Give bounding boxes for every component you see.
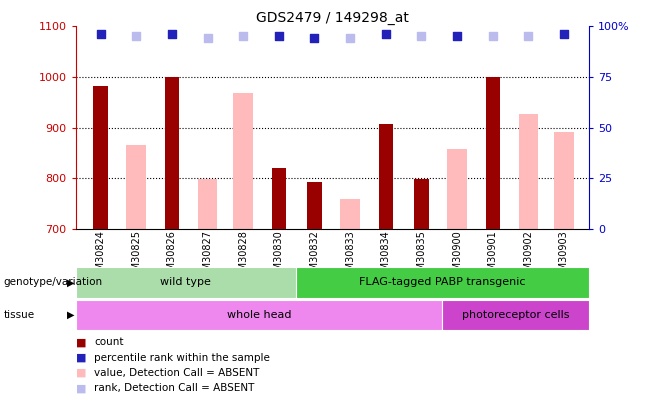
Point: [380, 31, 391, 38]
Text: FLAG-tagged PABP transgenic: FLAG-tagged PABP transgenic: [359, 277, 526, 288]
Point: [131, 33, 141, 40]
Text: whole head: whole head: [227, 310, 291, 320]
Bar: [554, 132, 574, 229]
Bar: [198, 179, 217, 229]
Bar: [295, 267, 589, 298]
Point: [452, 33, 463, 40]
Point: [202, 35, 213, 42]
Point: [523, 33, 534, 40]
Bar: [76, 300, 442, 330]
Bar: [76, 267, 295, 298]
Text: genotype/variation: genotype/variation: [3, 277, 103, 288]
Bar: [93, 85, 108, 229]
Text: tissue: tissue: [3, 310, 34, 320]
Point: [488, 33, 498, 40]
Text: ▶: ▶: [67, 310, 75, 320]
Text: ■: ■: [76, 337, 86, 347]
Bar: [164, 77, 179, 229]
Bar: [519, 115, 538, 229]
Point: [166, 31, 177, 38]
Bar: [378, 124, 393, 229]
Point: [345, 35, 355, 42]
Point: [416, 33, 426, 40]
Point: [238, 33, 249, 40]
Text: wild type: wild type: [160, 277, 211, 288]
Bar: [234, 93, 253, 229]
Bar: [126, 145, 146, 229]
Bar: [415, 179, 428, 229]
Bar: [272, 168, 286, 229]
Point: [95, 31, 106, 38]
Text: rank, Detection Call = ABSENT: rank, Detection Call = ABSENT: [94, 384, 255, 393]
Bar: [447, 149, 467, 229]
Text: count: count: [94, 337, 124, 347]
Point: [559, 31, 569, 38]
Text: ■: ■: [76, 353, 86, 362]
Text: ▶: ▶: [67, 277, 75, 288]
Point: [309, 35, 320, 42]
Bar: [442, 300, 589, 330]
Text: value, Detection Call = ABSENT: value, Detection Call = ABSENT: [94, 368, 259, 378]
Text: ■: ■: [76, 368, 86, 378]
Bar: [486, 77, 500, 229]
Text: percentile rank within the sample: percentile rank within the sample: [94, 353, 270, 362]
Title: GDS2479 / 149298_at: GDS2479 / 149298_at: [256, 11, 409, 25]
Point: [274, 33, 284, 40]
Bar: [340, 199, 360, 229]
Text: photoreceptor cells: photoreceptor cells: [462, 310, 569, 320]
Bar: [307, 182, 322, 229]
Text: ■: ■: [76, 384, 86, 393]
